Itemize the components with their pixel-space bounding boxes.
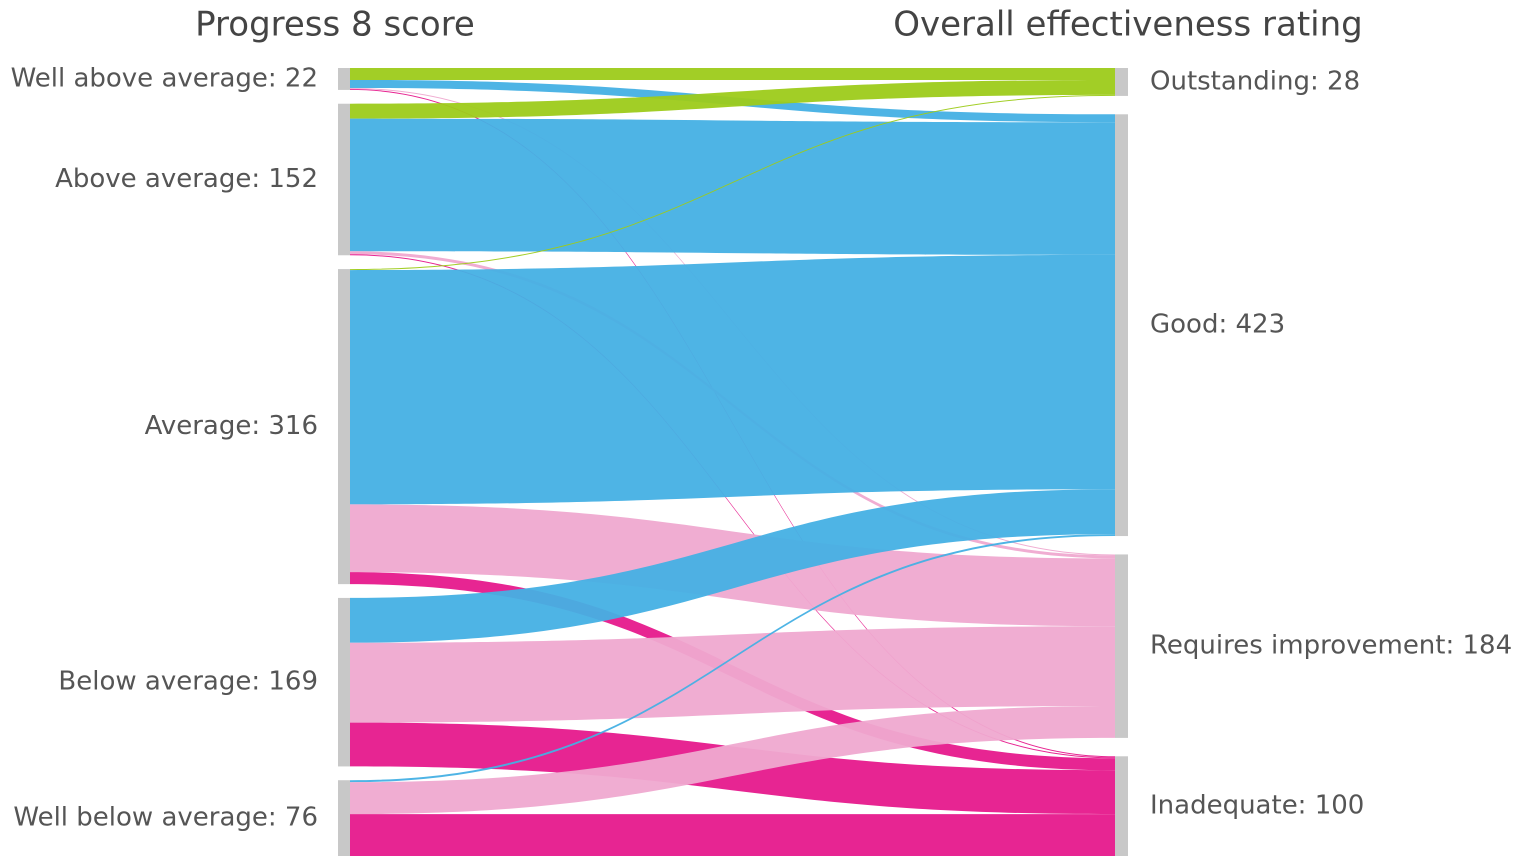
left-node — [338, 597, 350, 767]
left-node-label: Above average: 152 — [55, 164, 318, 194]
right-node-label: Inadequate: 100 — [1150, 791, 1364, 821]
flow — [350, 68, 1115, 80]
flow — [350, 706, 1115, 815]
right-title: Overall effectiveness rating — [893, 5, 1363, 45]
flow — [350, 254, 1115, 759]
flow — [350, 118, 1115, 255]
right-node-label: Good: 423 — [1150, 310, 1285, 340]
right-node-label: Outstanding: 28 — [1150, 66, 1360, 96]
flow — [350, 626, 1115, 723]
flow — [350, 79, 1115, 119]
right-node — [1115, 756, 1128, 856]
left-node — [338, 780, 350, 856]
left-node-label: Well above average: 22 — [11, 63, 318, 93]
right-node — [1115, 114, 1128, 537]
left-node-label: Average: 316 — [145, 411, 318, 441]
left-node — [338, 68, 350, 90]
flow — [350, 489, 1115, 643]
left-node — [338, 269, 350, 585]
flow — [350, 254, 1115, 505]
left-node-label: Below average: 169 — [58, 667, 318, 697]
right-node — [1115, 68, 1128, 96]
flow — [350, 814, 1115, 856]
left-node-label: Well below average: 76 — [13, 803, 318, 833]
right-node-label: Requires improvement: 184 — [1150, 631, 1512, 661]
flow — [350, 534, 1115, 783]
flow — [350, 94, 1115, 271]
left-node — [338, 103, 350, 256]
right-node — [1115, 554, 1128, 738]
left-title: Progress 8 score — [195, 5, 475, 45]
